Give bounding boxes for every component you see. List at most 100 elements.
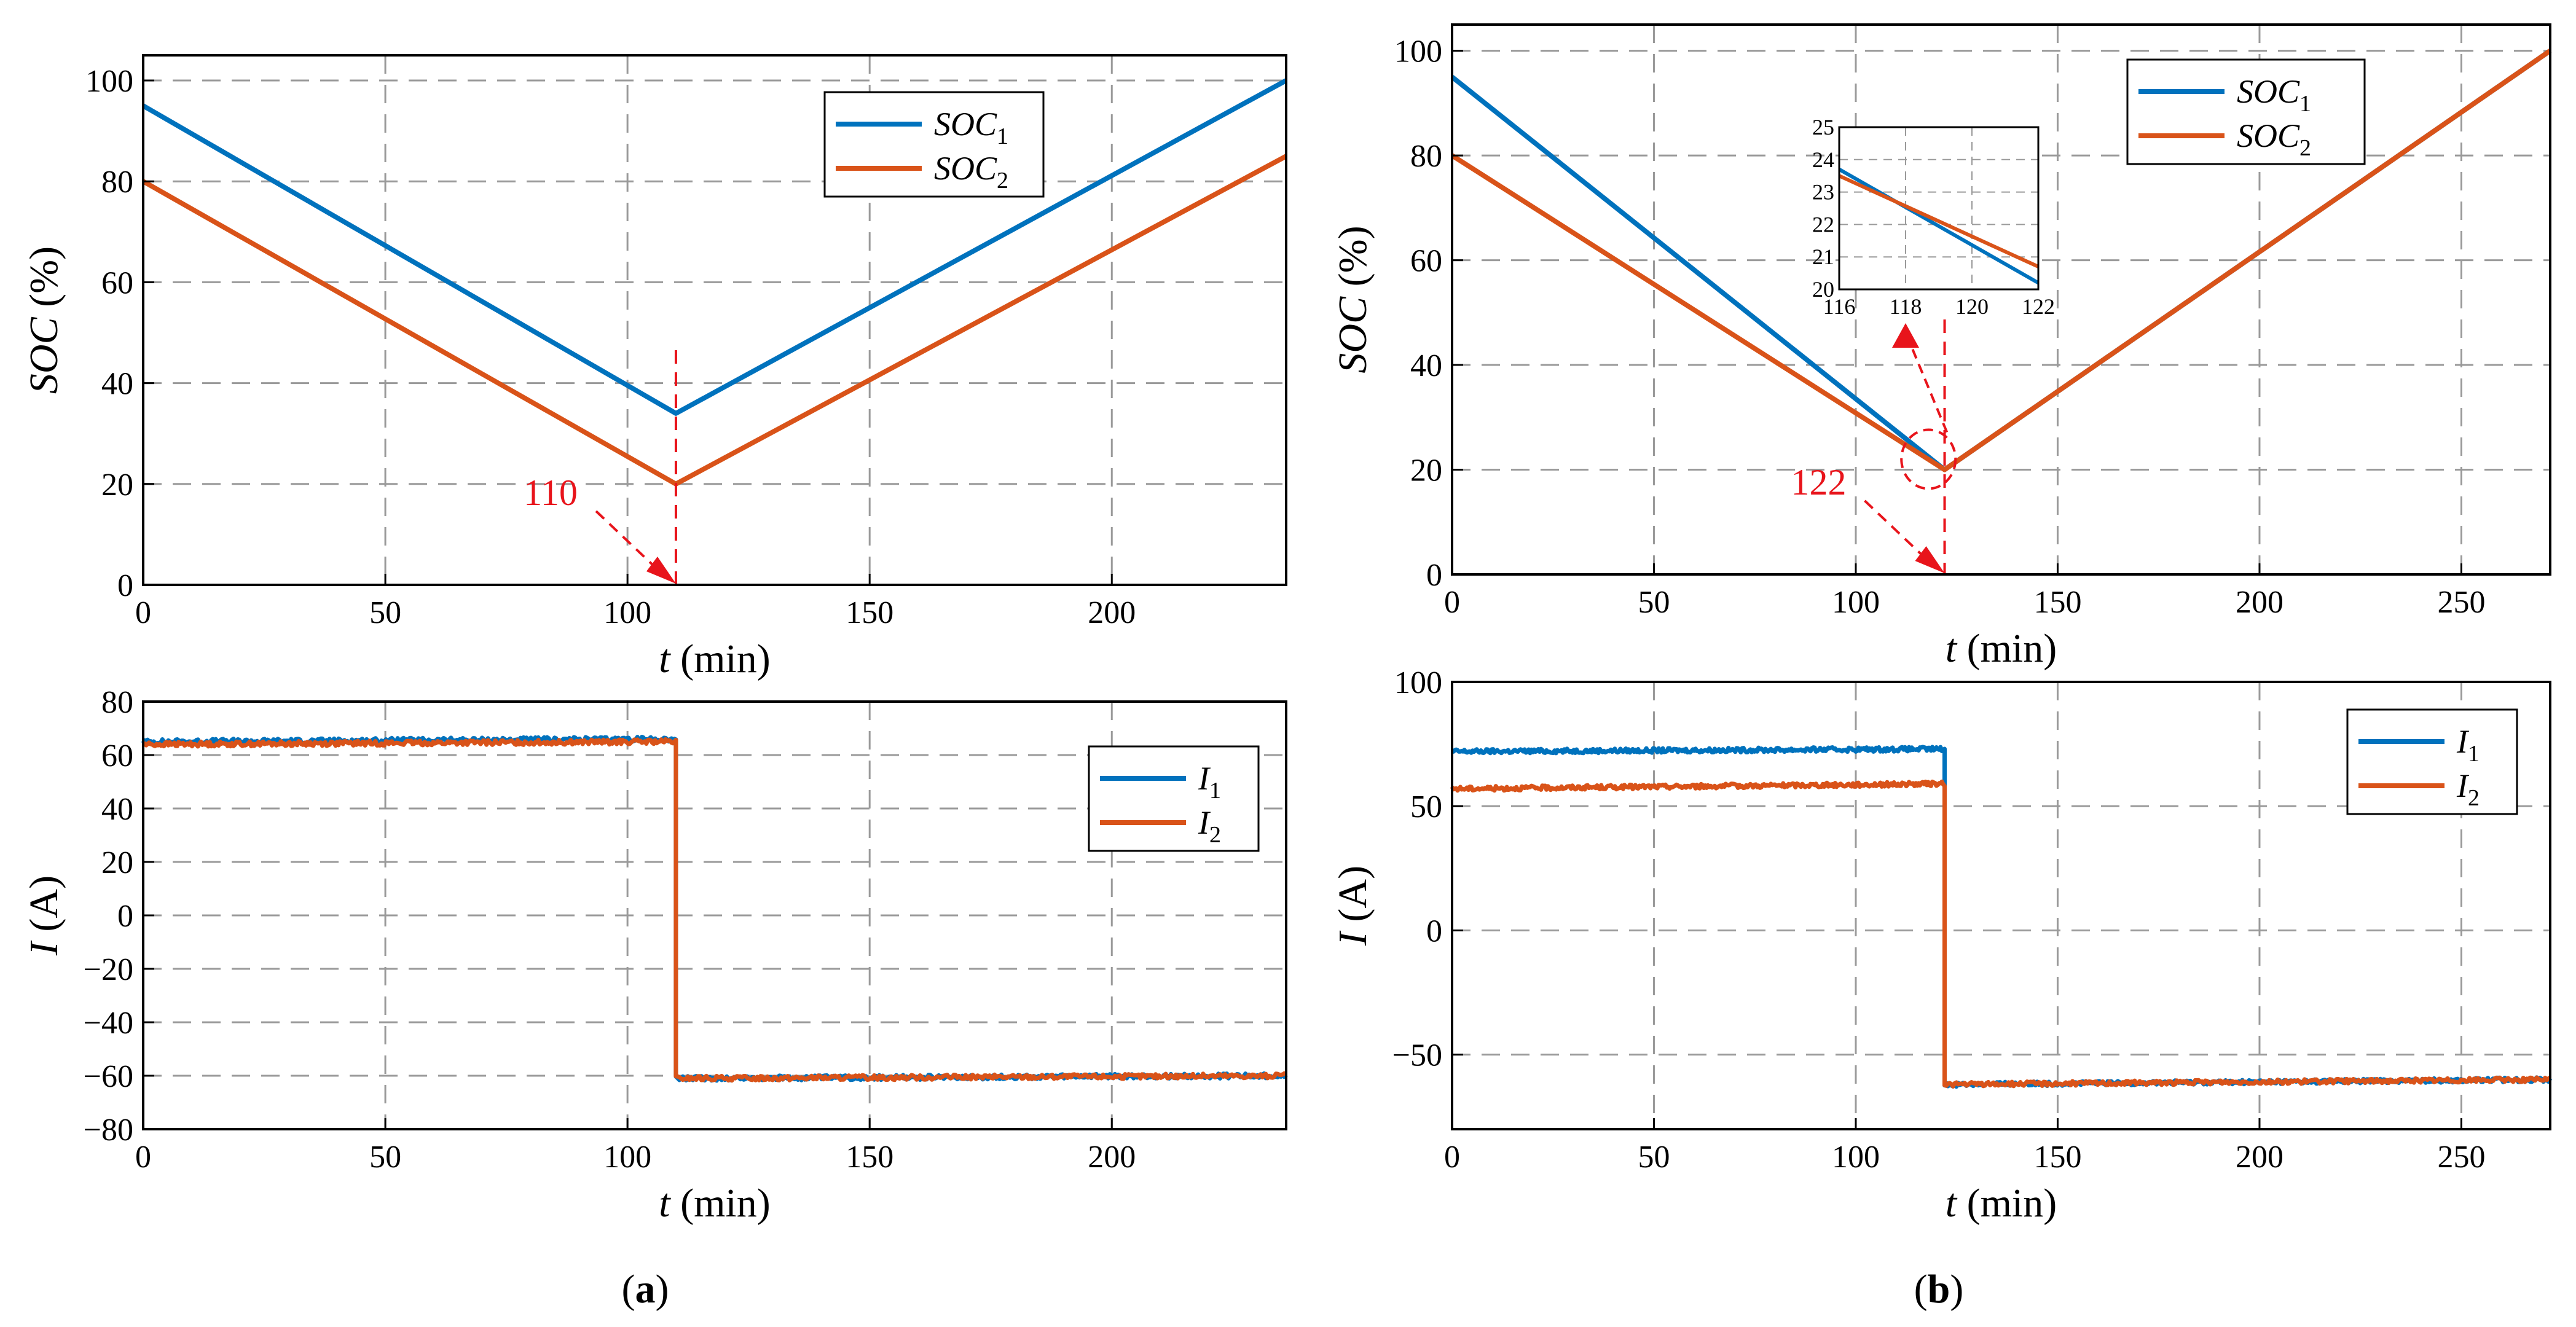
chart-a_current-ytick-label-7: 60 <box>101 738 133 773</box>
chart-a_soc-ytick-label-3: 60 <box>101 265 133 300</box>
chart-b_soc-inset-ytick-label-5: 25 <box>1812 115 1834 139</box>
chart-b_soc-xlabel-unit: (min) <box>1967 626 2057 671</box>
chart-b_soc-zoom-circle <box>1900 428 1957 490</box>
chart-b_current-legend-box <box>2346 708 2518 815</box>
chart-b_current-xlabel-space <box>1957 1181 1967 1226</box>
chart-a_soc-ytick-label-1: 20 <box>101 468 133 503</box>
chart-a_soc-xtick-label-2: 100 <box>603 595 651 630</box>
chart-b_soc-legend-sub-1: 2 <box>2299 135 2311 161</box>
chart-b_soc-ytick-label-3: 60 <box>1410 244 1442 279</box>
chart-b_soc-inset-xtick-label-1: 118 <box>1890 294 1922 319</box>
chart-b_soc-frame <box>1451 23 2551 576</box>
chart-b_soc-xlabel: t (min) <box>1946 626 2057 671</box>
chart-a_soc-legend-name-1: SOC <box>934 150 997 187</box>
chart-a_current-ylabel-space <box>22 932 66 942</box>
chart-a_soc-legend-box <box>823 91 1045 198</box>
chart-b_soc-xtick-label-1: 50 <box>1638 585 1670 620</box>
chart-a_soc-marker-arrowhead <box>646 557 676 584</box>
chart-b_soc-ytick-label-0: 0 <box>1426 558 1442 593</box>
chart-a_soc-ylabel-unit: (%) <box>22 246 66 307</box>
chart-b_soc-legend-entry-1: SOC2 <box>2237 117 2311 161</box>
caption-b: (b) <box>1914 1267 1964 1312</box>
chart-a_current-ytick-label-0: −80 <box>84 1113 133 1148</box>
chart-a_soc-marker-label: 110 <box>524 472 578 513</box>
chart-b_current-ylabel-space <box>1330 922 1375 933</box>
chart-b_current-ytick-label-0: −50 <box>1392 1038 1442 1073</box>
chart-a_current-xtick-label-4: 200 <box>1088 1140 1136 1175</box>
chart-a_current-legend-sub-0: 1 <box>1209 778 1221 804</box>
chart-b_current-xlabel-var: t <box>1946 1181 1958 1226</box>
chart-b_current-xtick-label-5: 250 <box>2437 1140 2485 1175</box>
chart-b_soc-marker-arrowhead <box>1915 546 1945 573</box>
chart-b_current-xlabel-unit: (min) <box>1967 1181 2057 1226</box>
chart-b_soc-zoom-arrowhead <box>1892 323 1919 348</box>
chart-b_soc-inset-frame <box>1838 126 2040 291</box>
chart-b_current-legend-sub-0: 1 <box>2468 741 2480 767</box>
chart-b_soc-ytick-label-2: 40 <box>1410 348 1442 383</box>
chart-a_current-xlabel: t (min) <box>659 1181 770 1226</box>
caption-a: (a) <box>622 1267 669 1312</box>
chart-a_soc-xtick-label-4: 200 <box>1088 595 1136 630</box>
chart-a_soc-xtick-label-0: 0 <box>135 595 151 630</box>
chart-a_current-ylabel-var: I <box>22 940 66 956</box>
chart-b_current-ylabel-unit: (A) <box>1330 866 1375 922</box>
chart-b_soc-legend-sub-0: 1 <box>2299 91 2311 117</box>
chart-b_soc-inset-xtick-label-2: 120 <box>1955 294 1989 319</box>
chart-b_current-frame <box>1451 681 2551 1130</box>
chart-b_soc-legend-name-1: SOC <box>2237 117 2300 154</box>
chart-b_soc-inset-xtick-label-3: 122 <box>2022 294 2055 319</box>
chart-a_current-xtick-label-1: 50 <box>369 1140 401 1175</box>
chart-a_soc-ytick-label-2: 40 <box>101 367 133 402</box>
chart-a_current-xlabel-var: t <box>659 1181 671 1226</box>
chart-a_current-legend-entry-0: I1 <box>1198 760 1221 804</box>
chart-a_current-ytick-label-6: 40 <box>101 792 133 827</box>
chart-b_current-legend-name-1: I <box>2456 767 2470 804</box>
chart-b_current-xtick-label-1: 50 <box>1638 1140 1670 1175</box>
chart-b_current-ytick-label-2: 50 <box>1410 789 1442 824</box>
chart-b_soc-xtick-label-4: 200 <box>2236 585 2283 620</box>
chart-b_soc-inset-ytick-label-1: 21 <box>1812 245 1834 269</box>
chart-a_soc-ytick-label-0: 0 <box>117 568 133 603</box>
chart-a_soc-legend-sub-1: 2 <box>997 168 1008 194</box>
chart-b_soc-legend-name-0: SOC <box>2237 73 2300 110</box>
chart-a_current-xlabel-space <box>670 1181 681 1226</box>
chart-a_soc-ytick-label-4: 80 <box>101 165 133 200</box>
chart-b_current-ytick-label-3: 100 <box>1394 665 1442 700</box>
chart-b_soc-ylabel-space <box>1330 286 1375 297</box>
chart-a_current-legend-sub-1: 2 <box>1209 822 1221 848</box>
chart-b_soc-inset-series-2 <box>1838 174 2040 268</box>
chart-a_soc-ylabel-space <box>22 307 66 318</box>
chart-a_current-ytick-label-3: −20 <box>84 952 133 987</box>
chart-b_soc-inset-ytick-label-2: 22 <box>1812 212 1834 237</box>
chart-b_current-xtick-label-2: 100 <box>1832 1140 1880 1175</box>
chart-b_soc-ytick-label-5: 100 <box>1394 34 1442 69</box>
chart-b_current-ylabel-var: I <box>1330 930 1375 946</box>
chart-a_soc-legend-name-0: SOC <box>934 106 997 143</box>
chart-b_current-xtick-label-0: 0 <box>1444 1140 1460 1175</box>
chart-a_soc-xlabel-var: t <box>659 636 671 681</box>
chart-b_soc-series-soc2 <box>1450 49 2552 472</box>
chart-a_soc-legend-entry-1: SOC2 <box>934 150 1008 194</box>
chart-b_soc-zoom-arrow <box>1904 332 1949 433</box>
chart-b_current-xtick-label-3: 150 <box>2033 1140 2081 1175</box>
chart-a_soc-legend-sub-0: 1 <box>997 123 1008 149</box>
chart-b_soc-xlabel-var: t <box>1946 626 1958 671</box>
chart-a_soc-ylabel: SOC (%) <box>22 246 66 394</box>
chart-a_current-ytick-label-2: −40 <box>84 1006 133 1041</box>
chart-a_current-ytick-label-4: 0 <box>117 899 133 934</box>
chart-a_soc-ytick-label-5: 100 <box>85 64 133 99</box>
chart-b_soc-ylabel-var: SOC <box>1330 296 1375 374</box>
chart-b_soc-xlabel-space <box>1957 626 1967 671</box>
chart-b_soc-xtick-label-3: 150 <box>2033 585 2081 620</box>
chart-b_soc-inset-ytick-label-3: 23 <box>1812 180 1834 205</box>
chart-b_current-xlabel: t (min) <box>1946 1181 2057 1226</box>
chart-b_soc-legend-box <box>2126 58 2366 165</box>
chart-b_soc-inset-ytick-label-0: 20 <box>1812 277 1834 302</box>
chart-a_current: 0 50 100 150 200 −80 −60 −40 −20 0 20 40 60 80 t (min)… <box>22 685 1288 1226</box>
chart-a_current-legend-entry-1: I2 <box>1198 804 1221 848</box>
